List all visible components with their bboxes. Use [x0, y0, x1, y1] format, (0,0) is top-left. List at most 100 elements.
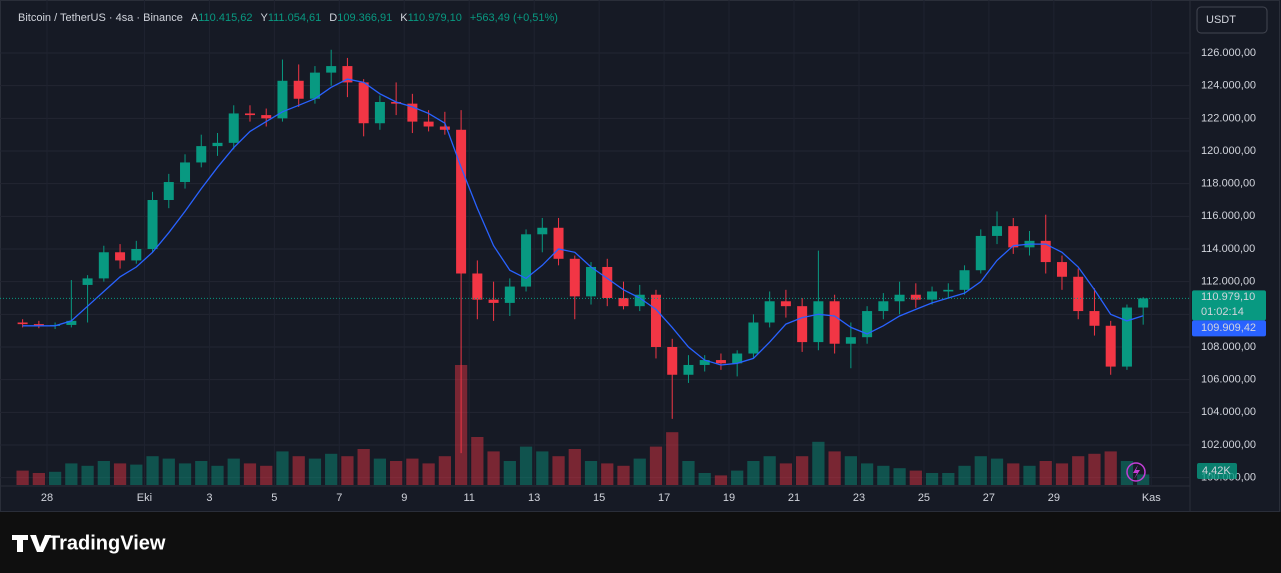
- volume-bar: [763, 456, 776, 485]
- candle-body: [358, 82, 369, 124]
- candles: [17, 49, 1149, 454]
- logo-mark: [12, 535, 51, 552]
- candle-body: [878, 301, 889, 312]
- candle-body: [33, 324, 44, 326]
- last-price-label: 110.979,10: [1201, 291, 1255, 303]
- candle-body: [115, 252, 126, 261]
- volume-bar: [666, 432, 679, 485]
- volume-bar: [698, 473, 711, 485]
- candle-body: [634, 294, 645, 307]
- volume-bar: [357, 449, 370, 485]
- volume-bar: [130, 464, 143, 485]
- x-tick-label: 29: [1048, 492, 1060, 504]
- volume-bar: [341, 456, 354, 485]
- y-tick-label: 116.000,00: [1201, 210, 1255, 222]
- volume-bar: [1104, 451, 1117, 485]
- currency[interactable]: USDT: [1206, 14, 1236, 26]
- candle-body: [975, 235, 986, 271]
- candle-body: [667, 346, 678, 375]
- y-tick-label: 126.000,00: [1201, 47, 1256, 59]
- countdown: 01:02:14: [1201, 306, 1244, 318]
- y-tick-label: 120.000,00: [1201, 145, 1256, 157]
- candle-body: [163, 182, 174, 201]
- volume-bar: [536, 451, 549, 485]
- volume-bar: [909, 470, 922, 485]
- volume-bar: [162, 458, 175, 485]
- grid: 100.000,00102.000,00104.000,00106.000,00…: [0, 0, 1256, 504]
- candle-body: [618, 297, 629, 307]
- candle-body: [456, 129, 467, 274]
- volume-bar: [828, 451, 841, 485]
- candle-body: [959, 270, 970, 290]
- y-tick-label: 112.000,00: [1201, 276, 1255, 288]
- x-tick-label: 27: [983, 492, 995, 504]
- volume-bar: [260, 465, 273, 485]
- volume-bar: [617, 465, 630, 485]
- volume-bar: [779, 463, 793, 485]
- y-tick-label: 114.000,00: [1201, 243, 1255, 255]
- alert-icon[interactable]: [1126, 462, 1146, 482]
- x-tick-label: Eki: [137, 492, 152, 504]
- volume-bar: [714, 475, 728, 485]
- candle-body: [407, 103, 418, 122]
- volume-bar: [860, 463, 874, 485]
- volume-bar: [503, 461, 516, 485]
- candle-body: [504, 286, 515, 303]
- volume-bar: [276, 451, 289, 485]
- volume-bar: [146, 456, 159, 485]
- x-tick-label: 17: [658, 492, 670, 504]
- last-price-box: [1192, 290, 1266, 321]
- volume-bar: [1055, 463, 1069, 485]
- candle-body: [732, 353, 743, 364]
- header-text: D: [329, 12, 337, 24]
- volume-bar: [16, 470, 29, 485]
- x-tick-label: 3: [206, 492, 212, 504]
- panel-border: [0, 0, 1280, 512]
- candle-body: [1056, 262, 1067, 277]
- header-text: 109.366,91: [337, 12, 392, 24]
- candle-body: [342, 66, 353, 83]
- volume-bar: [552, 456, 565, 485]
- volume-bar: [942, 473, 955, 485]
- candle-body: [845, 337, 856, 344]
- candle-body: [764, 301, 775, 323]
- candle-body: [277, 80, 288, 119]
- candle-body: [894, 294, 905, 302]
- alert-bolt: [1133, 465, 1140, 479]
- volume-bar: [65, 463, 78, 485]
- volume-bar: [97, 461, 110, 485]
- candle-body: [472, 273, 483, 300]
- volume-bar: [227, 458, 240, 485]
- candle-body: [98, 252, 109, 279]
- y-tick-label: 118.000,00: [1201, 178, 1255, 190]
- volume-bar: [1007, 463, 1020, 485]
- candle-body: [293, 80, 304, 99]
- volume-bar: [195, 461, 208, 485]
- candle-body: [602, 266, 613, 298]
- volume-bar: [390, 461, 403, 485]
- volume-bar: [633, 458, 646, 485]
- candle-body: [1089, 311, 1100, 326]
- candle-body: [391, 102, 402, 104]
- candle-body: [82, 278, 93, 285]
- volume-bar: [211, 465, 224, 485]
- header-text: Bitcoin / TetherUS · 4sa · Binance: [18, 12, 183, 24]
- volume-bar: [178, 463, 192, 485]
- currency-button[interactable]: [1196, 6, 1268, 34]
- volume-bar: [308, 458, 322, 485]
- candle-body: [147, 200, 158, 250]
- volume-bar: [1088, 453, 1101, 485]
- candle-body: [586, 266, 597, 297]
- moving-average: [22, 78, 1144, 366]
- candle-body: [212, 142, 223, 147]
- candle-body: [196, 146, 207, 163]
- x-tick-label: 13: [528, 492, 540, 504]
- candle-body: [309, 72, 320, 99]
- header-text: 110.979,10: [408, 12, 462, 24]
- volume-bar: [292, 456, 305, 485]
- y-tick-label: 124.000,00: [1201, 80, 1256, 92]
- candle-body: [228, 113, 239, 143]
- candle-body: [261, 115, 272, 119]
